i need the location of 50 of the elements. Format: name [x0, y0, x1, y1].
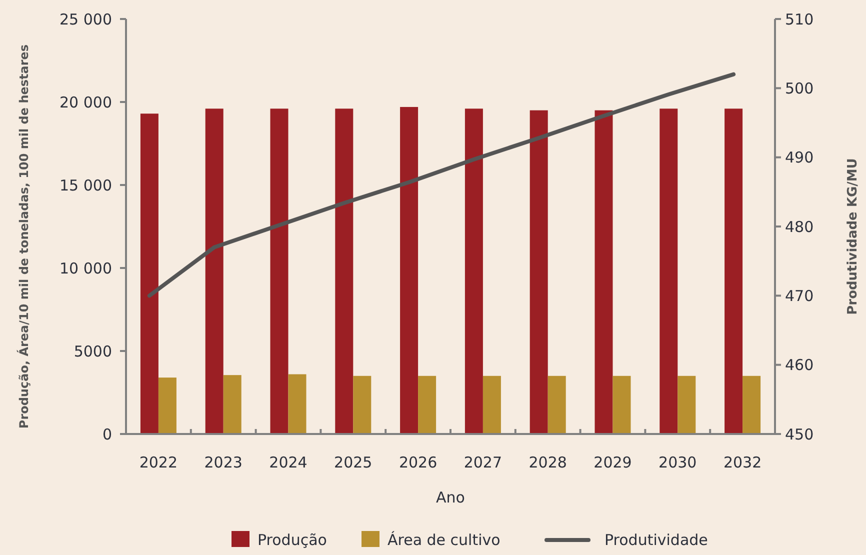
x-tick-label: 2024	[269, 453, 308, 472]
y-tick-label: 15 000	[60, 176, 112, 194]
x-tick-label: 2022	[139, 453, 178, 472]
x-tick-label: 2025	[334, 453, 372, 472]
y-tick-label: 10 000	[60, 259, 112, 278]
legend-label: Produtividade	[604, 531, 708, 549]
bar	[205, 108, 224, 434]
line-series	[147, 72, 736, 298]
legend-label: Produção	[258, 531, 327, 549]
y-tick-label: 20 000	[60, 93, 112, 112]
legend-label: Área de cultivo	[388, 531, 500, 549]
bar	[724, 108, 743, 434]
y-tick-label: 5000	[74, 342, 112, 360]
bar	[223, 375, 242, 434]
x-tick-label: 2032	[723, 453, 762, 472]
bar	[548, 376, 566, 434]
x-tick-label: 2023	[204, 453, 242, 472]
x-tick-label: 2027	[464, 453, 502, 472]
bar	[464, 108, 483, 434]
bar	[678, 376, 696, 434]
bar	[418, 376, 436, 434]
y2-tick-label: 500	[785, 79, 814, 98]
bar	[158, 378, 176, 434]
x-tick-label: 2029	[594, 453, 632, 472]
y2-tick-label: 460	[785, 356, 814, 374]
bar	[660, 108, 678, 434]
bar	[742, 376, 761, 434]
y2-tick-label: 450	[785, 425, 814, 444]
bar	[482, 376, 501, 434]
y-axis-title: Produção, Área/10 mil de toneladas, 100 mil de hestares	[16, 44, 32, 429]
bar	[140, 114, 158, 434]
x-tick-label: 2030	[658, 453, 697, 472]
y-tick-label: 0	[102, 425, 112, 444]
y-tick-label: 25 000	[60, 10, 112, 28]
y2-tick-label: 470	[785, 286, 814, 305]
bar	[530, 110, 548, 434]
x-tick-label: 2028	[528, 453, 567, 472]
bar	[288, 374, 306, 434]
y2-tick-label: 490	[785, 148, 814, 167]
x-tick-label: 2026	[398, 453, 438, 472]
bar	[400, 106, 418, 434]
y2-tick-label: 510	[785, 10, 814, 28]
bar	[335, 108, 354, 434]
bar	[270, 108, 288, 434]
bar	[353, 376, 372, 434]
y2-axis-title: Produtividade KG/MU	[846, 158, 861, 315]
bar	[594, 110, 613, 434]
y2-tick-label: 480	[785, 218, 814, 236]
x-axis-title: Ano	[436, 488, 465, 506]
bar	[612, 376, 631, 434]
